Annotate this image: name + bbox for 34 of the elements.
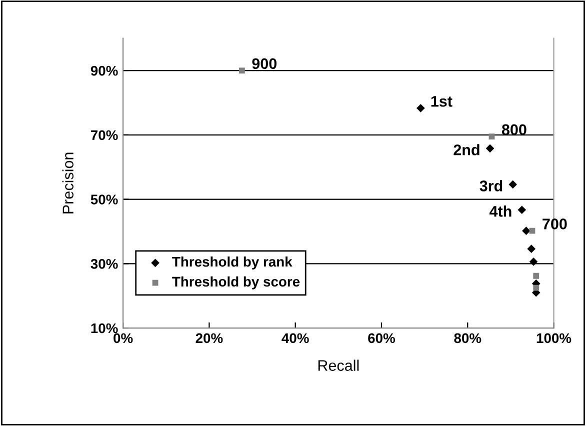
annotation: 3rd <box>480 180 502 192</box>
annotation: 700 <box>542 218 567 230</box>
point <box>529 228 536 234</box>
legend-label: Threshold by score <box>172 276 300 290</box>
point <box>518 206 526 214</box>
y-axis-title: Precision <box>62 152 74 214</box>
x-axis-title: Recall <box>318 360 359 371</box>
y-tick-label: 50% <box>90 194 118 204</box>
annotation: 800 <box>502 124 526 136</box>
annotation: 4th <box>489 206 512 217</box>
annotation: 900 <box>252 58 277 70</box>
point <box>488 134 495 140</box>
point <box>529 258 538 266</box>
y-tick-label: 10% <box>91 323 118 334</box>
point <box>508 180 518 189</box>
y-tick-label: 30% <box>90 258 118 269</box>
point <box>533 284 540 291</box>
point <box>527 244 536 254</box>
point <box>533 272 540 279</box>
x-tick-label: 80% <box>454 333 482 344</box>
y-tick-label: 70% <box>91 130 118 140</box>
point <box>416 104 425 112</box>
point <box>238 68 245 74</box>
y-tick-label: 90% <box>90 66 118 76</box>
point <box>522 226 530 235</box>
legend-label: Threshold by rank <box>172 256 292 270</box>
point <box>486 144 494 153</box>
x-tick-label: 0% <box>114 333 133 344</box>
x-tick-label: 20% <box>196 333 223 344</box>
annotation: 2nd <box>454 144 480 156</box>
annotation: 1st <box>431 96 452 107</box>
x-tick-label: 60% <box>368 333 396 344</box>
x-tick-label: 100% <box>536 333 572 344</box>
x-tick-label: 40% <box>282 333 309 344</box>
